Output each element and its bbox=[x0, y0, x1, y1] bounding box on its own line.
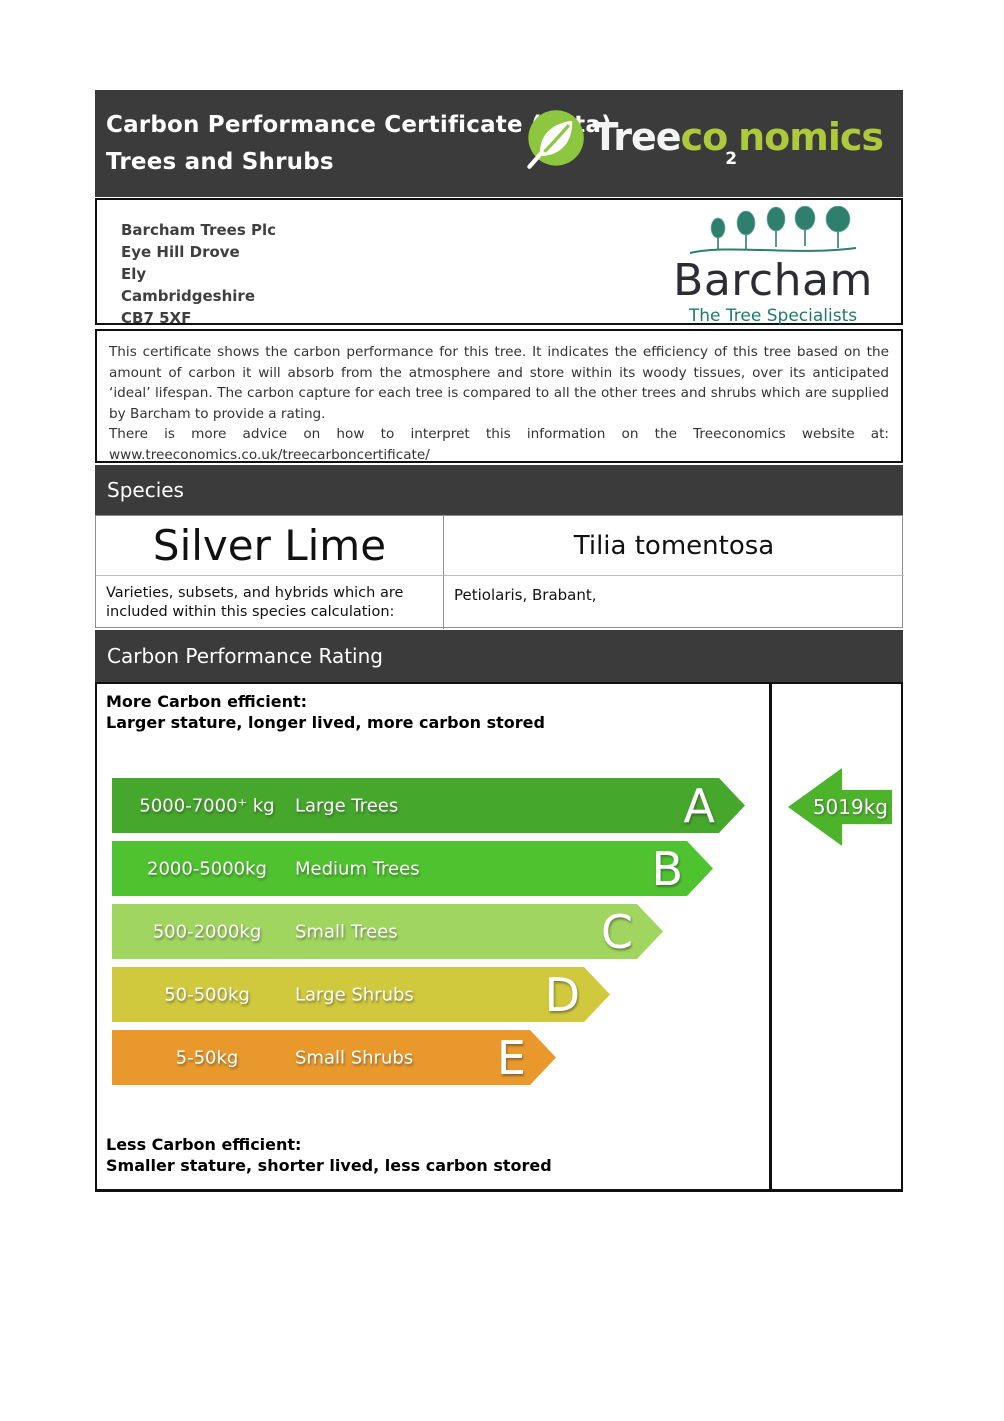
wordmark-green-part-2: nomics bbox=[738, 114, 884, 159]
less-efficient-title: Less Carbon efficient: bbox=[106, 1135, 302, 1154]
barcham-wordmark: Barcham bbox=[673, 255, 873, 306]
barcham-tagline: The Tree Specialists bbox=[688, 306, 858, 326]
wordmark-green-part-1: co bbox=[680, 114, 729, 159]
more-efficient-subtitle: Larger stature, longer lived, more carbo… bbox=[106, 713, 545, 732]
band-letter: B bbox=[651, 841, 683, 896]
rating-band-c: 500-2000kg Small Trees C bbox=[112, 904, 663, 959]
band-letter: C bbox=[600, 904, 633, 959]
leaf-icon bbox=[526, 110, 584, 169]
description-paragraph-2: There is more advice on how to interpret… bbox=[109, 426, 889, 463]
band-label: Small Shrubs bbox=[295, 1047, 414, 1068]
band-letter: E bbox=[496, 1030, 526, 1085]
supplier-address: Barcham Trees Plc Eye Hill Drove Ely Cam… bbox=[121, 219, 276, 329]
band-label: Small Trees bbox=[295, 921, 398, 942]
band-label: Large Shrubs bbox=[295, 984, 414, 1005]
rating-section-heading: Carbon Performance Rating bbox=[95, 630, 903, 682]
page-title: Carbon Performance Certificate (beta) Tr… bbox=[106, 107, 612, 181]
wordmark-white-part: Tree bbox=[592, 114, 682, 159]
panel-divider bbox=[769, 684, 772, 1189]
rating-band-b: 2000-5000kg Medium Trees B bbox=[112, 841, 713, 896]
address-line: Cambridgeshire bbox=[121, 287, 256, 305]
rating-panel: More Carbon efficient: Larger stature, l… bbox=[95, 682, 903, 1192]
less-efficient-subtitle: Smaller stature, shorter lived, less car… bbox=[106, 1156, 552, 1175]
rating-band-a: 5000-7000⁺ kg Large Trees A bbox=[112, 778, 745, 833]
species-common-name: Silver Lime bbox=[96, 516, 444, 576]
title-line-2: Trees and Shrubs bbox=[106, 149, 334, 175]
more-efficient-title: More Carbon efficient: bbox=[106, 692, 308, 711]
band-range: 5000-7000⁺ kg bbox=[139, 795, 275, 816]
title-line-1: Carbon Performance Certificate (beta) bbox=[106, 112, 612, 138]
species-latin-name: Tilia tomentosa bbox=[444, 516, 904, 576]
description-paragraph-1: This certificate shows the carbon perfor… bbox=[109, 344, 889, 422]
band-range: 5-50kg bbox=[175, 1047, 239, 1068]
band-range: 50-500kg bbox=[164, 984, 250, 1005]
barcham-trees-icon bbox=[689, 206, 857, 254]
rating-band-e: 5-50kg Small Shrubs E bbox=[112, 1030, 556, 1085]
treeconomics-logo: Treeco2nomics bbox=[523, 107, 884, 171]
rating-band-d: 50-500kg Large Shrubs D bbox=[112, 967, 610, 1022]
address-line: CB7 5XF bbox=[121, 309, 192, 327]
less-efficient-note: Less Carbon efficient: Smaller stature, … bbox=[106, 1134, 552, 1176]
supplier-address-box: Barcham Trees Plc Eye Hill Drove Ely Cam… bbox=[95, 198, 903, 327]
treeconomics-wordmark: Treeco2nomics bbox=[592, 114, 884, 170]
co2-subscript: 2 bbox=[725, 149, 737, 170]
species-table: Silver Lime Tilia tomentosa Varieties, s… bbox=[95, 515, 904, 629]
certificate-header: Carbon Performance Certificate (beta) Tr… bbox=[95, 90, 903, 197]
more-efficient-note: More Carbon efficient: Larger stature, l… bbox=[106, 691, 545, 733]
band-letter: D bbox=[544, 967, 580, 1022]
varieties-label: Varieties, subsets, and hybrids which ar… bbox=[96, 576, 444, 629]
band-label: Large Trees bbox=[295, 795, 399, 816]
band-range: 2000-5000kg bbox=[147, 858, 267, 879]
address-line: Eye Hill Drove bbox=[121, 243, 240, 261]
description-box: This certificate shows the carbon perfor… bbox=[95, 329, 903, 463]
rating-scale: 5000-7000⁺ kg Large Trees A 2000-5000kg … bbox=[112, 778, 745, 1093]
score-value: 5019kg bbox=[812, 795, 888, 819]
barcham-logo: Barcham The Tree Specialists bbox=[663, 206, 883, 326]
address-line: Ely bbox=[121, 265, 147, 283]
band-label: Medium Trees bbox=[295, 858, 420, 879]
band-range: 500-2000kg bbox=[152, 921, 262, 942]
band-letter: A bbox=[683, 778, 715, 833]
score-arrow: 5019kg bbox=[788, 768, 892, 846]
certificate-sheet: Carbon Performance Certificate (beta) Tr… bbox=[95, 90, 904, 1195]
species-section-heading: Species bbox=[95, 465, 903, 515]
varieties-value: Petiolaris, Brabant, bbox=[454, 586, 597, 604]
address-line: Barcham Trees Plc bbox=[121, 221, 277, 239]
